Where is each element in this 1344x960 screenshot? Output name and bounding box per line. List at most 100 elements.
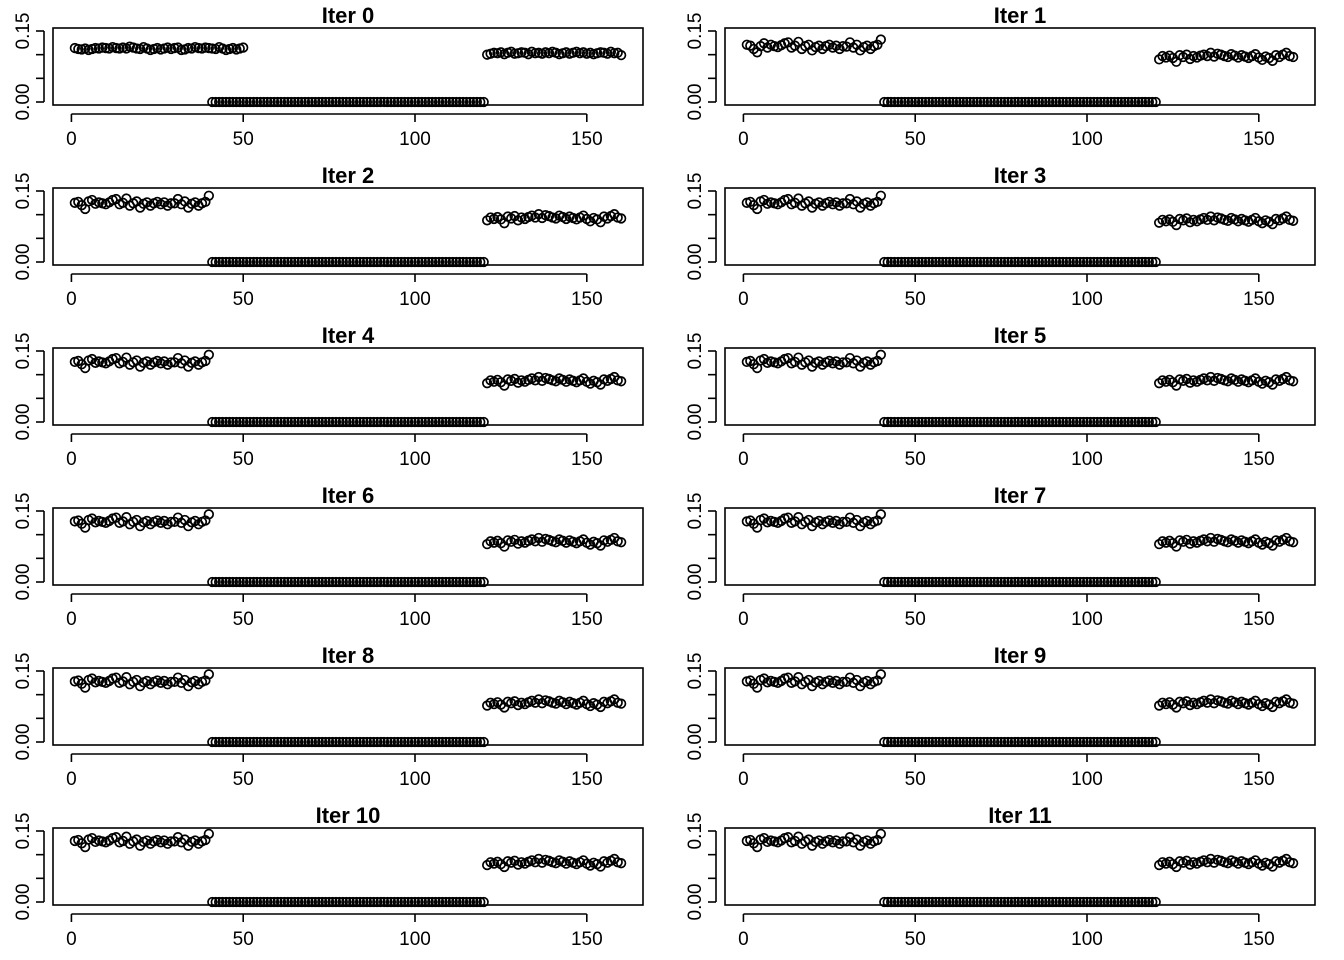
data-point: [934, 416, 945, 428]
y-tick-label: 0.15: [13, 493, 34, 530]
data-point: [454, 576, 465, 588]
data-point: [1002, 96, 1014, 108]
data-point: [879, 256, 890, 268]
data-point: [361, 256, 373, 268]
data-point: [413, 576, 424, 588]
data-point: [210, 96, 221, 108]
data-point: [447, 416, 458, 428]
data-point: [937, 576, 948, 588]
panel-0: Iter 0 0 50 100 150 0.00 0.15: [13, 3, 644, 150]
data-point: [1054, 96, 1065, 108]
data-point: [392, 256, 403, 268]
data-point: [351, 736, 362, 748]
data-point: [413, 256, 424, 268]
data-point: [275, 896, 287, 908]
data-point: [227, 96, 239, 108]
data-point: [999, 416, 1010, 428]
data-point: [903, 576, 914, 588]
data-point: [1123, 576, 1134, 588]
data-point: [1013, 256, 1024, 268]
x-tick-label: 0: [66, 929, 77, 950]
data-point: [231, 416, 242, 428]
x-tick-label: 0: [738, 449, 749, 470]
data-point: [203, 190, 214, 201]
data-point: [916, 256, 928, 268]
data-point: [940, 416, 952, 428]
x-tick-label: 100: [399, 929, 431, 950]
data-point: [248, 416, 259, 428]
data-point: [385, 736, 397, 748]
data-point: [1054, 416, 1065, 428]
data-point: [255, 576, 266, 588]
data-point: [1126, 416, 1137, 428]
data-point: [433, 96, 445, 108]
data-point: [1112, 96, 1124, 108]
data-point: [241, 736, 252, 748]
data-point: [940, 896, 952, 908]
data-point: [1143, 96, 1154, 108]
data-point: [471, 896, 482, 908]
y-tick-label: 0.00: [13, 404, 34, 441]
data-point: [457, 416, 469, 428]
data-point: [1116, 736, 1127, 748]
data-point: [1119, 256, 1130, 268]
data-point: [244, 736, 256, 748]
data-point: [992, 896, 1003, 908]
data-point: [1147, 896, 1158, 908]
panel-2: Iter 2 0 50 100 150 0.00 0.15: [13, 163, 644, 310]
data-point: [1136, 736, 1148, 748]
data-point: [447, 256, 458, 268]
data-point: [437, 96, 448, 108]
data-point: [965, 896, 976, 908]
x-tick-label: 150: [571, 289, 603, 310]
data-point: [903, 736, 914, 748]
data-point: [210, 416, 221, 428]
data-point: [258, 736, 269, 748]
data-point: [289, 416, 300, 428]
data-point: [1057, 576, 1069, 588]
data-point: [378, 576, 390, 588]
x-tick-label: 50: [905, 449, 926, 470]
data-point: [896, 736, 907, 748]
data-point: [454, 896, 465, 908]
data-point: [947, 256, 959, 268]
data-point: [1088, 896, 1100, 908]
data-point: [241, 576, 252, 588]
data-point: [1095, 416, 1106, 428]
data-point: [238, 736, 249, 748]
data-point: [903, 256, 914, 268]
panel-9: Iter 9 0 50 100 150 0.00 0.15: [685, 643, 1316, 790]
data-point: [244, 576, 256, 588]
data-point: [262, 416, 273, 428]
data-point: [927, 416, 938, 428]
data-point: [951, 896, 962, 908]
data-point: [1140, 416, 1151, 428]
data-point: [1061, 736, 1072, 748]
data-point: [372, 96, 383, 108]
data-point: [906, 736, 917, 748]
data-point: [1085, 416, 1096, 428]
data-point: [372, 256, 383, 268]
data-point: [1002, 416, 1014, 428]
data-point: [244, 96, 256, 108]
data-point: [1081, 736, 1093, 748]
data-point: [293, 416, 304, 428]
data-point: [910, 736, 921, 748]
data-point: [437, 896, 448, 908]
data-point: [1026, 576, 1038, 588]
data-point: [361, 736, 373, 748]
data-point: [344, 96, 355, 108]
data-point: [989, 896, 1000, 908]
data-point: [207, 256, 218, 268]
data-point: [344, 256, 355, 268]
data-point: [1129, 736, 1141, 748]
x-tick-label: 100: [399, 129, 431, 150]
data-point: [430, 96, 441, 108]
data-point: [1009, 576, 1020, 588]
data-point: [1013, 96, 1024, 108]
data-point: [372, 576, 383, 588]
data-point: [457, 576, 469, 588]
data-point: [1030, 736, 1041, 748]
data-point: [282, 576, 294, 588]
data-point: [1133, 576, 1144, 588]
